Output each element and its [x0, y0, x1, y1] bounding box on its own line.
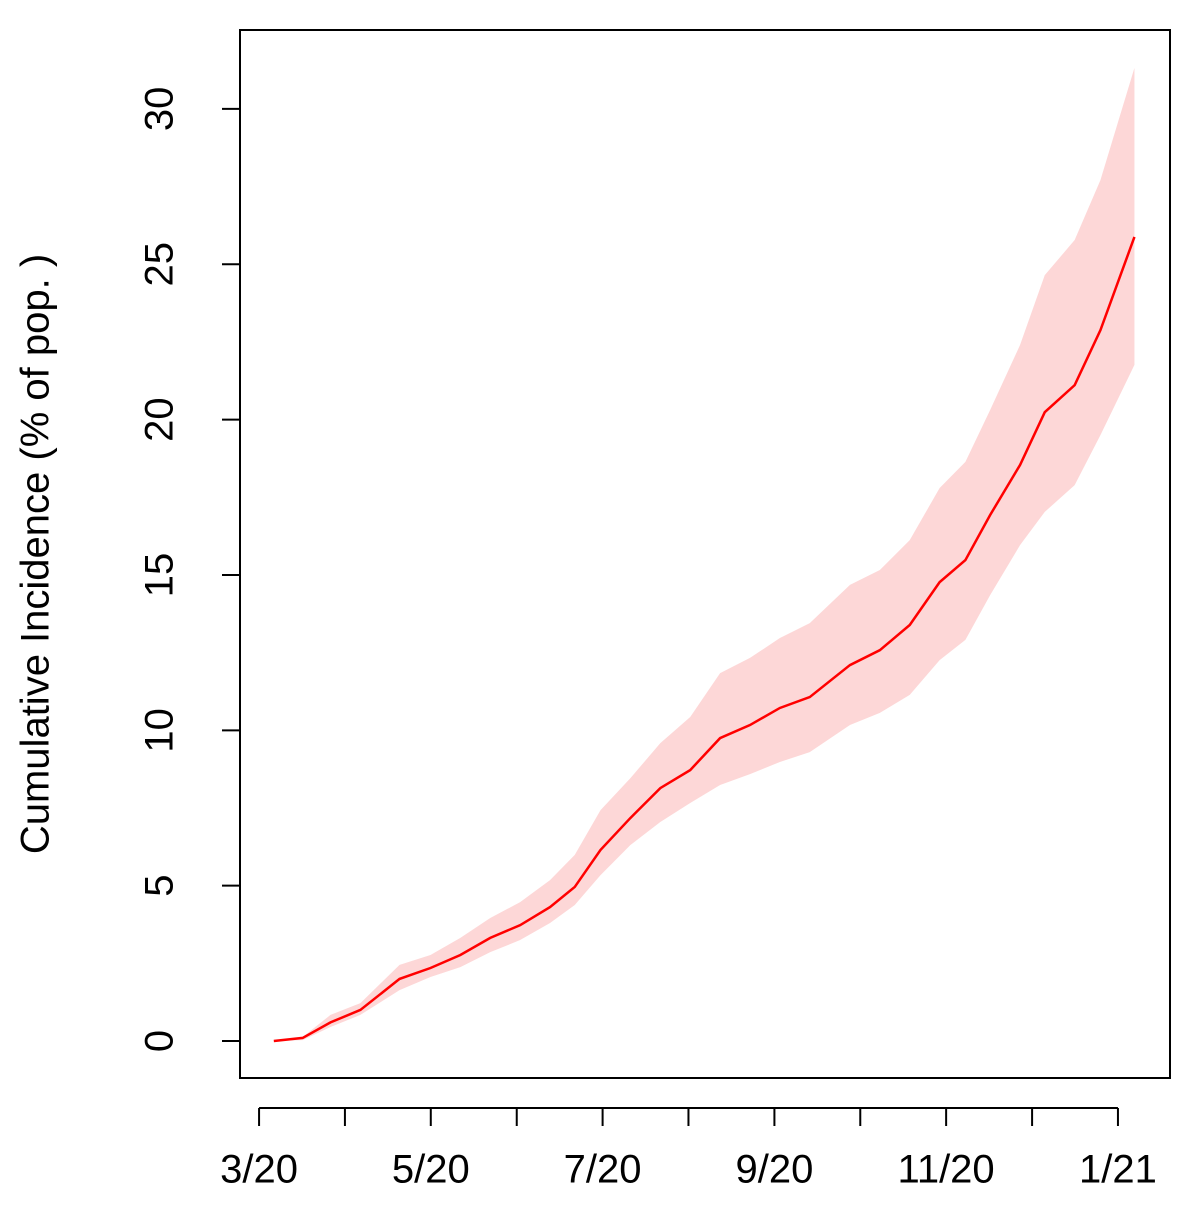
- plot-frame: [239, 29, 1171, 1079]
- x-tick-label: 9/20: [735, 1148, 813, 1192]
- y-tick-label: 5: [138, 875, 182, 897]
- y-axis-label: Cumulative Incidence (% of pop. ): [14, 254, 58, 854]
- y-tick-label: 30: [138, 87, 182, 132]
- y-tick-label: 20: [138, 397, 182, 442]
- x-tick-label: 11/20: [898, 1148, 995, 1192]
- line: [273, 236, 1136, 1043]
- x-tick-label: 7/20: [564, 1148, 642, 1192]
- y-tick-label: 0: [138, 1030, 182, 1052]
- y-tick-label: 15: [138, 553, 182, 598]
- y-tick-label: 25: [138, 242, 182, 287]
- x-tick-label: 1/21: [1079, 1148, 1157, 1192]
- x-tick-label: 3/20: [220, 1148, 298, 1192]
- y-tick-label: 10: [138, 708, 182, 753]
- confidence-band: [273, 67, 1135, 1042]
- x-tick-label: 5/20: [392, 1148, 470, 1192]
